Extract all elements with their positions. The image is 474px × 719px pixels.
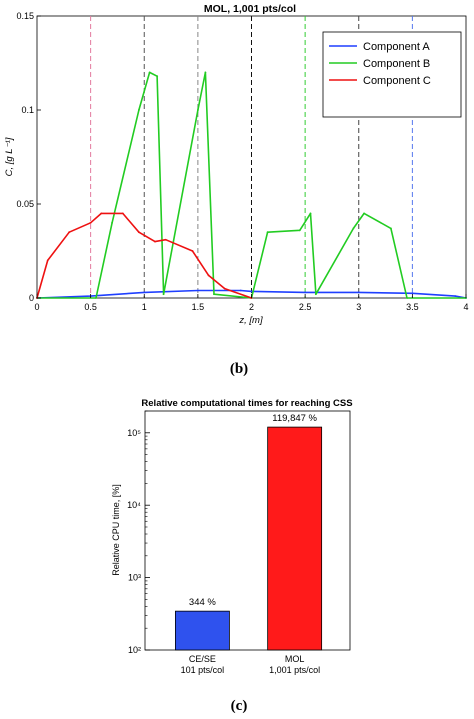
x-tick-label-1: 0.5 [84,302,97,312]
data-point-1-7 [196,109,199,111]
chart-b-series-lines [36,71,467,299]
x-tick-label-7: 3.5 [406,302,419,312]
data-point-1-8 [204,71,207,74]
data-point-1-18 [406,297,408,299]
chart-c-bars: 344 % 119,847 % [174,413,323,651]
data-point-1-17 [390,227,392,230]
data-point-1-14 [314,293,317,296]
data-point-0-2 [143,291,146,294]
y-tick-label-2: 0.1 [21,105,34,115]
chart-b-y-ticks: 0 0.05 0.1 0.15 [16,11,41,303]
data-point-2-6 [137,231,140,234]
data-point-2-2 [68,231,71,234]
chart-b-column-markers [90,16,413,298]
chart-b-title: MOL, 1,001 pts/col [204,3,296,15]
data-point-1-16 [363,212,366,215]
bar-0 [174,610,230,651]
x-tick-label-0: 0 [34,302,39,312]
data-point-2-5 [121,212,124,215]
x-tick-label-2: 1 [142,302,147,312]
chart-b-y-axis-label: C, [g L⁻¹] [4,137,15,176]
concentration-profile-chart: MOL, 1,001 pts/col 0 0.5 1 1.5 2 2.5 3 3.5 4 0 0.… [4,3,469,326]
y-tick-label-1: 0.05 [16,199,34,209]
y-tick-label-0: 0 [29,293,34,303]
c-y-tick-label-3: 10⁵ [127,428,141,438]
chart-b-x-axis-label: z, [m] [238,315,263,326]
category-sublabel-1: 1,001 pts/col [269,665,320,675]
chart-b-x-ticks: 0 0.5 1 1.5 2 2.5 3 3.5 4 [34,294,469,312]
chart-c-y-ticks: 10² 10³ 10⁴ 10⁵ [127,410,150,655]
data-point-1-5 [156,75,159,78]
y-tick-label-3: 0.15 [16,11,34,21]
c-y-tick-label-0: 10² [128,645,141,655]
chart-b-legend: Component A Component B Component C [322,31,462,118]
c-y-tick-label-2: 10⁴ [127,500,141,510]
series-line-1 [37,71,466,299]
data-point-1-9 [213,293,215,296]
data-point-1-11 [266,231,269,234]
data-point-2-8 [164,238,167,241]
data-point-1-15 [352,227,355,230]
cpu-time-bar-chart: Relative computational times for reachin… [111,398,353,675]
data-point-1-12 [298,229,301,232]
data-point-2-9 [191,250,194,252]
data-point-1-6 [162,293,165,296]
data-point-2-3 [89,221,92,224]
legend-label-1: Component B [363,58,430,70]
data-point-2-10 [207,274,210,277]
category-label-1: MOL [285,654,305,664]
data-point-0-7 [357,291,360,294]
data-point-0-4 [239,289,242,292]
panel-label-b: (b) [230,361,248,377]
data-point-0-3 [196,289,199,292]
legend-label-2: Component C [363,75,431,87]
data-point-2-4 [100,212,103,215]
data-point-0-5 [250,290,253,293]
bar-value-label-0: 344 % [189,597,216,608]
bar-1 [267,426,323,651]
category-label-0: CE/SE [189,654,216,664]
chart-c-title: Relative computational times for reachin… [141,398,352,409]
data-point-2-11 [223,287,226,290]
data-point-1-13 [309,212,312,215]
x-tick-label-5: 2.5 [299,302,312,312]
data-point-0-8 [411,292,414,295]
chart-c-y-axis-label: Relative CPU time, [%] [111,484,121,576]
data-point-2-7 [154,240,156,243]
x-tick-label-4: 2 [249,302,254,312]
c-y-tick-label-1: 10³ [128,573,141,583]
x-tick-label-3: 1.5 [192,302,205,312]
legend-label-0: Component A [363,41,430,53]
bar-value-label-1: 119,847 % [272,413,317,424]
panel-label-c: (c) [231,698,248,714]
data-point-2-1 [46,259,49,262]
data-point-1-1 [95,297,97,299]
x-tick-label-6: 3 [356,302,361,312]
data-point-0-9 [454,295,457,298]
x-tick-label-8: 4 [463,302,468,312]
data-point-0-6 [304,291,307,294]
data-point-1-4 [148,71,151,74]
category-sublabel-0: 101 pts/col [181,665,225,675]
data-point-1-3 [137,109,140,111]
data-point-1-2 [111,221,113,224]
